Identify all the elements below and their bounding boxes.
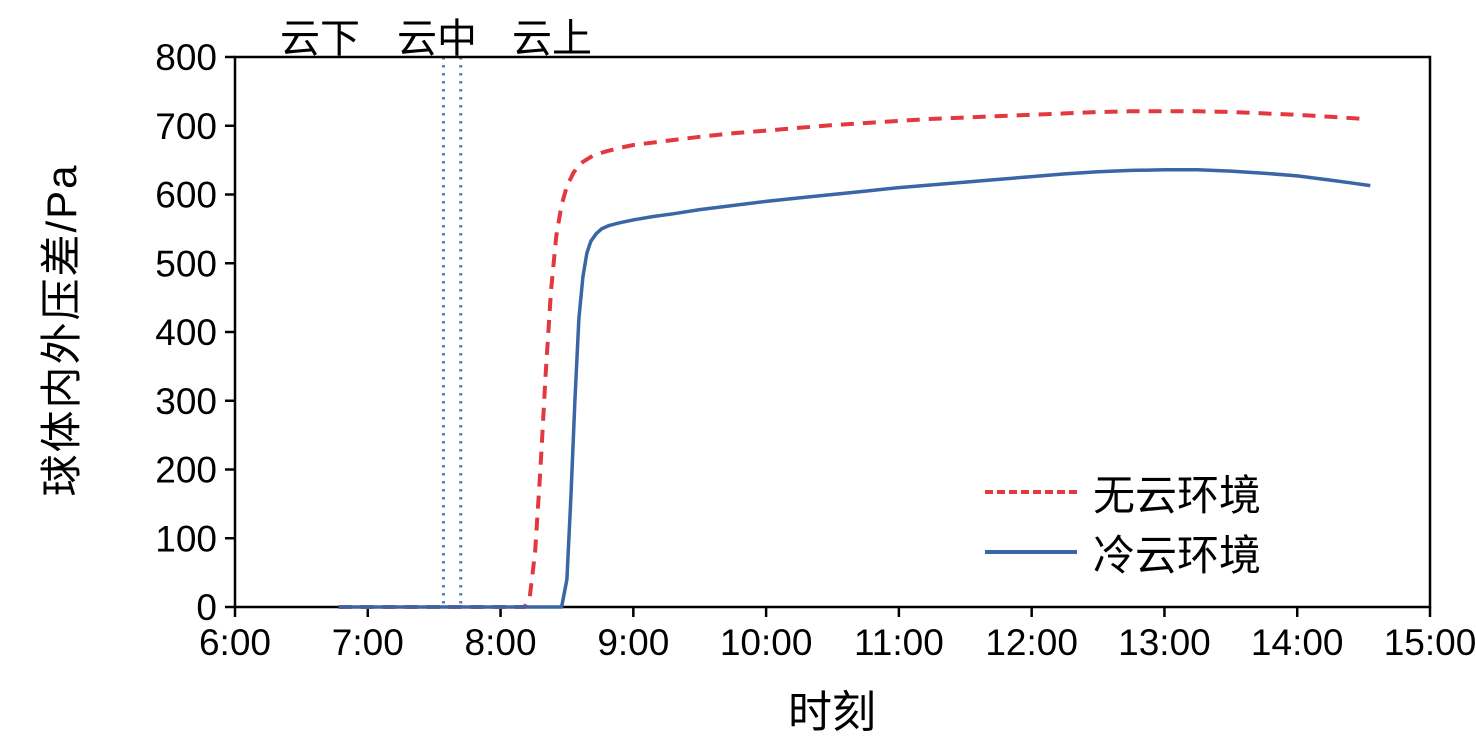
x-axis-label: 时刻 — [788, 688, 876, 737]
x-tick-label: 10:00 — [720, 622, 813, 663]
y-axis-label: 球体内外压差/Pa — [38, 163, 85, 497]
y-tick-label: 300 — [155, 381, 217, 422]
x-tick-label: 14:00 — [1251, 622, 1344, 663]
y-tick-label: 0 — [196, 587, 217, 628]
legend: 无云环境 冷云环境 — [985, 462, 1261, 582]
y-tick-label: 200 — [155, 450, 217, 491]
y-tick-label: 500 — [155, 243, 217, 284]
phase-label-above-cloud: 云上 — [512, 17, 592, 61]
series-line-1-cold-cloud — [338, 168, 1371, 609]
x-tick-label: 12:00 — [985, 622, 1078, 663]
y-tick-label: 700 — [155, 106, 217, 147]
x-tick-label: 15:00 — [1384, 622, 1476, 663]
legend-label: 无云环境 — [1093, 471, 1262, 519]
y-tick-label: 100 — [155, 518, 217, 559]
phase-label-in-cloud: 云中 — [397, 17, 477, 61]
y-tick-label: 400 — [155, 312, 217, 353]
x-tick-label: 9:00 — [597, 622, 669, 663]
legend-sample-solid-line — [985, 550, 1077, 554]
legend-sample-dashed-line — [985, 490, 1077, 494]
legend-item-cold-cloud: 冷云环境 — [985, 522, 1261, 582]
y-tick-label: 600 — [155, 175, 217, 216]
y-tick-label: 800 — [155, 37, 217, 78]
x-tick-label: 13:00 — [1118, 622, 1211, 663]
x-tick-label: 7:00 — [332, 622, 404, 663]
x-tick-label: 11:00 — [854, 622, 944, 663]
legend-item-cloudless: 无云环境 — [985, 462, 1261, 522]
legend-label: 冷云环境 — [1093, 531, 1262, 579]
phase-label-below-cloud: 云下 — [280, 17, 360, 61]
x-tick-label: 6:00 — [199, 622, 271, 663]
x-tick-label: 8:00 — [465, 622, 537, 663]
series-line-0-cloudless — [338, 109, 1364, 609]
